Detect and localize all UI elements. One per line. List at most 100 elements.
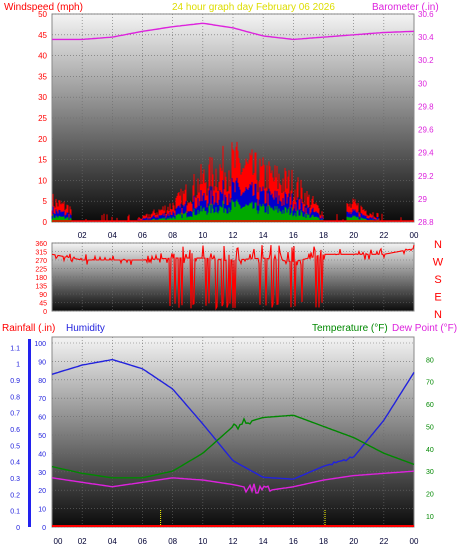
hour-tick-label: 18 [319,537,328,546]
hour-tick-label: 12 [229,231,238,240]
hour-tick-label: 08 [168,231,177,240]
temp-tick-label: 10 [426,514,434,521]
humidity-tick-label: 0 [42,525,46,532]
hour-tick-label: 04 [108,231,117,240]
direction-line [51,244,415,311]
hour-tick-label: 08 [168,537,177,546]
wind-tick-label: 10 [38,176,47,185]
hour-tick-label: 20 [349,231,358,240]
baro-tick-label: 30 [418,79,427,88]
temp-panel [51,336,415,528]
direction-tick-label: 270 [35,258,47,265]
temp-tick-label: 20 [426,491,434,498]
rain-tick-label: 0.6 [10,427,20,434]
wind-series [51,22,415,222]
hour-tick-label: 06 [138,231,147,240]
humidity-tick-label: 80 [38,378,46,385]
baro-tick-label: 29 [418,195,427,204]
baro-tick-label: 30.4 [418,33,434,42]
rain-tick-label: 1.1 [10,345,20,352]
hour-tick-label: 12 [229,537,238,546]
baro-tick-label: 28.8 [418,218,434,227]
hour-tick-label: 18 [319,231,328,240]
hour-tick-label: 14 [259,537,268,546]
humidity-tick-label: 20 [38,488,46,495]
compass-label: W [433,257,444,269]
hour-tick-label: 20 [349,537,358,546]
direction-tick-label: 225 [35,267,47,274]
axis-labels: 0510152025303540455028.82929.229.429.629… [10,10,444,546]
temperature-series [28,339,415,527]
hour-tick-label: 00 [410,231,419,240]
rain-tick-label: 0.7 [10,411,20,418]
graph-title: 24 hour graph day February 06 2026 [172,2,335,13]
baro-tick-label: 29.6 [418,126,434,135]
wind-tick-label: 25 [38,114,47,123]
temp-tick-label: 40 [426,447,434,454]
humidity-tick-label: 70 [38,396,46,403]
direction-tick-label: 315 [35,250,47,257]
barometer-line [52,22,415,41]
rain-tick-label: 1 [16,362,20,369]
rain-tick-label: 0.1 [10,509,20,516]
rain-tick-label: 0.8 [10,394,20,401]
direction-tick-label: 180 [35,275,47,282]
rain-tick-label: 0.5 [10,443,20,450]
direction-tick-label: 0 [43,309,47,316]
wind-tick-label: 15 [38,156,47,165]
direction-tick-label: 45 [39,301,47,308]
temp-tick-label: 60 [426,402,434,409]
humidity-label: Humidity [66,323,105,334]
humidity-tick-label: 50 [38,433,46,440]
rainfall-label: Rainfall (.in) [2,323,55,334]
baro-tick-label: 29.4 [418,149,434,158]
dewpoint-label: Dew Point (°F) [392,323,457,334]
hour-tick-label: 06 [138,537,147,546]
hour-tick-label: 22 [379,537,388,546]
wind-tick-label: 50 [38,10,47,19]
barometer-label: Barometer (.in) [372,2,439,13]
wind-tick-label: 20 [38,135,47,144]
direction-tick-label: 90 [39,292,47,299]
direction-series [51,244,415,311]
hour-tick-label: 02 [78,537,87,546]
baro-tick-label: 30.6 [418,10,434,19]
hour-tick-label: 16 [289,537,298,546]
compass-label: S [434,274,441,286]
hour-tick-label: 00 [54,537,63,546]
humidity-line [51,358,415,480]
wind-tick-label: 45 [38,31,47,40]
humidity-tick-label: 40 [38,451,46,458]
temperature-line [51,414,415,479]
hour-tick-label: 14 [259,231,268,240]
hour-tick-label: 16 [289,231,298,240]
direction-tick-label: 360 [35,241,47,248]
dewpoint-line [51,470,415,494]
hour-tick-label: 10 [198,537,207,546]
baro-tick-label: 29.2 [418,172,434,181]
wind-tick-label: 40 [38,52,47,61]
hour-tick-label: 04 [108,537,117,546]
temp-tick-label: 30 [426,469,434,476]
hour-tick-label: 22 [379,231,388,240]
hour-tick-label: 10 [198,231,207,240]
wind-tick-label: 5 [43,197,48,206]
temperature-label: Temperature (°F) [312,323,388,334]
rain-tick-label: 0.9 [10,378,20,385]
humidity-tick-label: 100 [34,341,46,348]
humidity-tick-label: 30 [38,470,46,477]
rain-tick-label: 0 [16,525,20,532]
rain-tick-label: 0.4 [10,460,20,467]
compass-label: E [434,292,441,304]
baro-tick-label: 29.8 [418,102,434,111]
temp-tick-label: 80 [426,357,434,364]
windspeed-label: Windspeed (mph) [4,2,83,13]
baro-tick-label: 30.2 [418,56,434,65]
compass-label: N [434,309,442,321]
temp-tick-label: 70 [426,380,434,387]
wind-tick-label: 30 [38,93,47,102]
wind-tick-label: 0 [43,218,48,227]
temp-tick-label: 50 [426,424,434,431]
rain-tick-label: 0.2 [10,492,20,499]
